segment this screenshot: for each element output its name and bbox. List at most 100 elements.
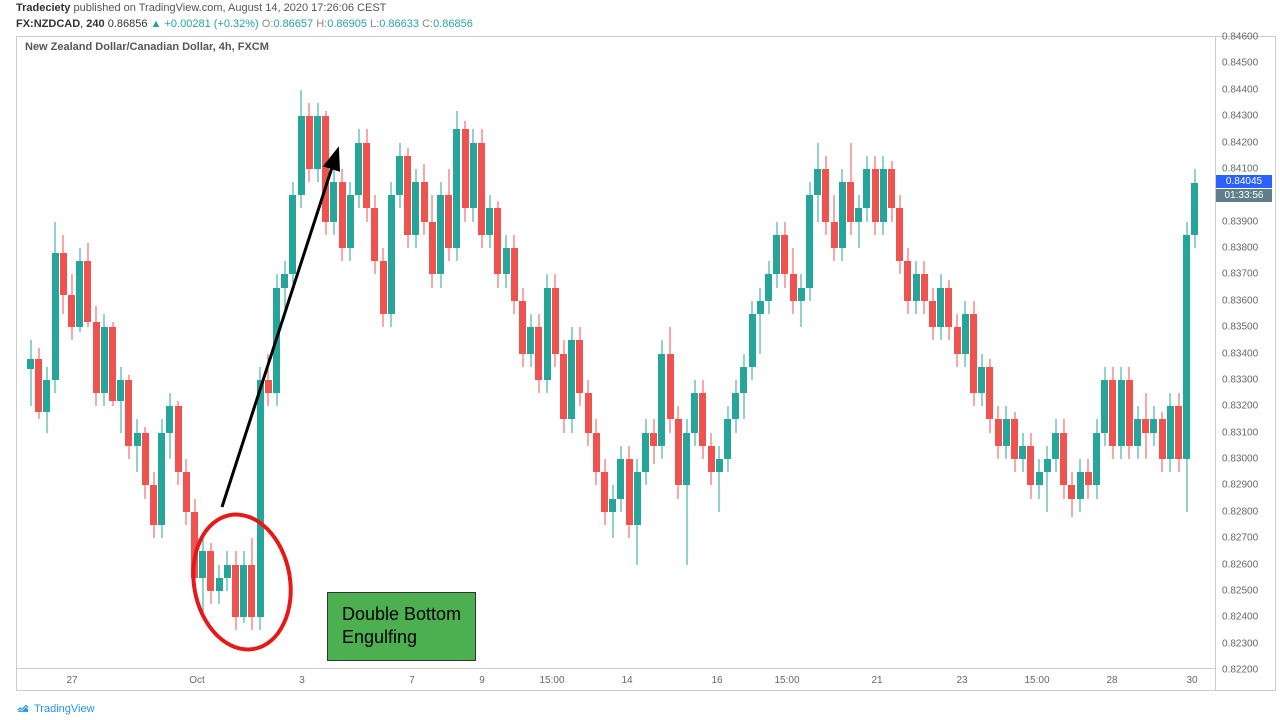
candle [675, 37, 682, 670]
x-axis-label: 9 [479, 675, 485, 686]
candle [667, 37, 674, 670]
y-axis-label: 0.82300 [1222, 638, 1258, 649]
candle [962, 37, 969, 670]
x-axis-label: 28 [1106, 675, 1117, 686]
x-axis-label: 14 [621, 675, 632, 686]
candle [117, 37, 124, 670]
candle [658, 37, 665, 670]
candle [708, 37, 715, 670]
y-axis-label: 0.83100 [1222, 427, 1258, 438]
candle [27, 37, 34, 670]
candle [125, 37, 132, 670]
publish-meta: published on TradingView.com, August 14,… [73, 2, 386, 14]
candle [158, 37, 165, 670]
candle [847, 37, 854, 670]
candle [1060, 37, 1067, 670]
candle [839, 37, 846, 670]
candle [937, 37, 944, 670]
candle [634, 37, 641, 670]
y-axis: 0.846000.845000.844000.843000.842000.841… [1216, 36, 1276, 691]
candle [863, 37, 870, 670]
candle [806, 37, 813, 670]
candle [650, 37, 657, 670]
candle [306, 37, 313, 670]
y-axis-label: 0.84500 [1222, 58, 1258, 69]
ticker-price: 0.86856 [108, 18, 148, 30]
candle [544, 37, 551, 670]
candle [404, 37, 411, 670]
candle [76, 37, 83, 670]
x-axis-label: 16 [711, 675, 722, 686]
candle [1011, 37, 1018, 670]
candle [68, 37, 75, 670]
candle [1068, 37, 1075, 670]
x-axis-label: 3 [299, 675, 305, 686]
y-axis-label: 0.82800 [1222, 506, 1258, 517]
candle [1052, 37, 1059, 670]
candle [855, 37, 862, 670]
y-axis-label: 0.82600 [1222, 559, 1258, 570]
x-axis-label: 30 [1186, 675, 1197, 686]
x-axis-label: 7 [409, 675, 415, 686]
candle [1191, 37, 1198, 670]
candle [691, 37, 698, 670]
candle [945, 37, 952, 670]
x-axis: 27Oct37915:00141615:00212315:002830 [17, 668, 1215, 690]
candle [339, 37, 346, 670]
candle [101, 37, 108, 670]
candle [35, 37, 42, 670]
candle [298, 37, 305, 670]
candle [1183, 37, 1190, 670]
chart-frame[interactable]: New Zealand Dollar/Canadian Dollar, 4h, … [16, 36, 1216, 691]
ticker-symbol: FX:NZDCAD [16, 18, 80, 30]
y-axis-label: 0.83400 [1222, 348, 1258, 359]
y-axis-label: 0.82900 [1222, 480, 1258, 491]
candle [535, 37, 542, 670]
candle [84, 37, 91, 670]
y-axis-label: 0.82700 [1222, 533, 1258, 544]
candle [872, 37, 879, 670]
candle [1077, 37, 1084, 670]
y-axis-label: 0.83600 [1222, 295, 1258, 306]
chart-plot-area[interactable]: Double BottomEngulfing [17, 37, 1215, 668]
candle [412, 37, 419, 670]
candle [749, 37, 756, 670]
candle [995, 37, 1002, 670]
candle [175, 37, 182, 670]
candle [527, 37, 534, 670]
candle [142, 37, 149, 670]
candle [60, 37, 67, 670]
tradingview-logo-icon [16, 702, 30, 716]
candle [831, 37, 838, 670]
ticker-change: +0.00281 [165, 18, 211, 30]
candle [732, 37, 739, 670]
publish-header: Tradeciety published on TradingView.com,… [16, 2, 386, 14]
candle [150, 37, 157, 670]
candle [978, 37, 985, 670]
candle [511, 37, 518, 670]
candle [790, 37, 797, 670]
candle [429, 37, 436, 670]
candle [568, 37, 575, 670]
candle [970, 37, 977, 670]
candle [462, 37, 469, 670]
candle [724, 37, 731, 670]
annotation-label-box: Double BottomEngulfing [327, 592, 476, 661]
candle [798, 37, 805, 670]
candle [355, 37, 362, 670]
candle [552, 37, 559, 670]
candle [560, 37, 567, 670]
candle [1101, 37, 1108, 670]
y-axis-label: 0.84300 [1222, 111, 1258, 122]
candle [880, 37, 887, 670]
x-axis-label: 21 [871, 675, 882, 686]
candle [1085, 37, 1092, 670]
candle [929, 37, 936, 670]
candle [388, 37, 395, 670]
x-axis-label: 15:00 [539, 675, 564, 686]
candle [585, 37, 592, 670]
candle [478, 37, 485, 670]
candle [470, 37, 477, 670]
candle [503, 37, 510, 670]
candle [52, 37, 59, 670]
